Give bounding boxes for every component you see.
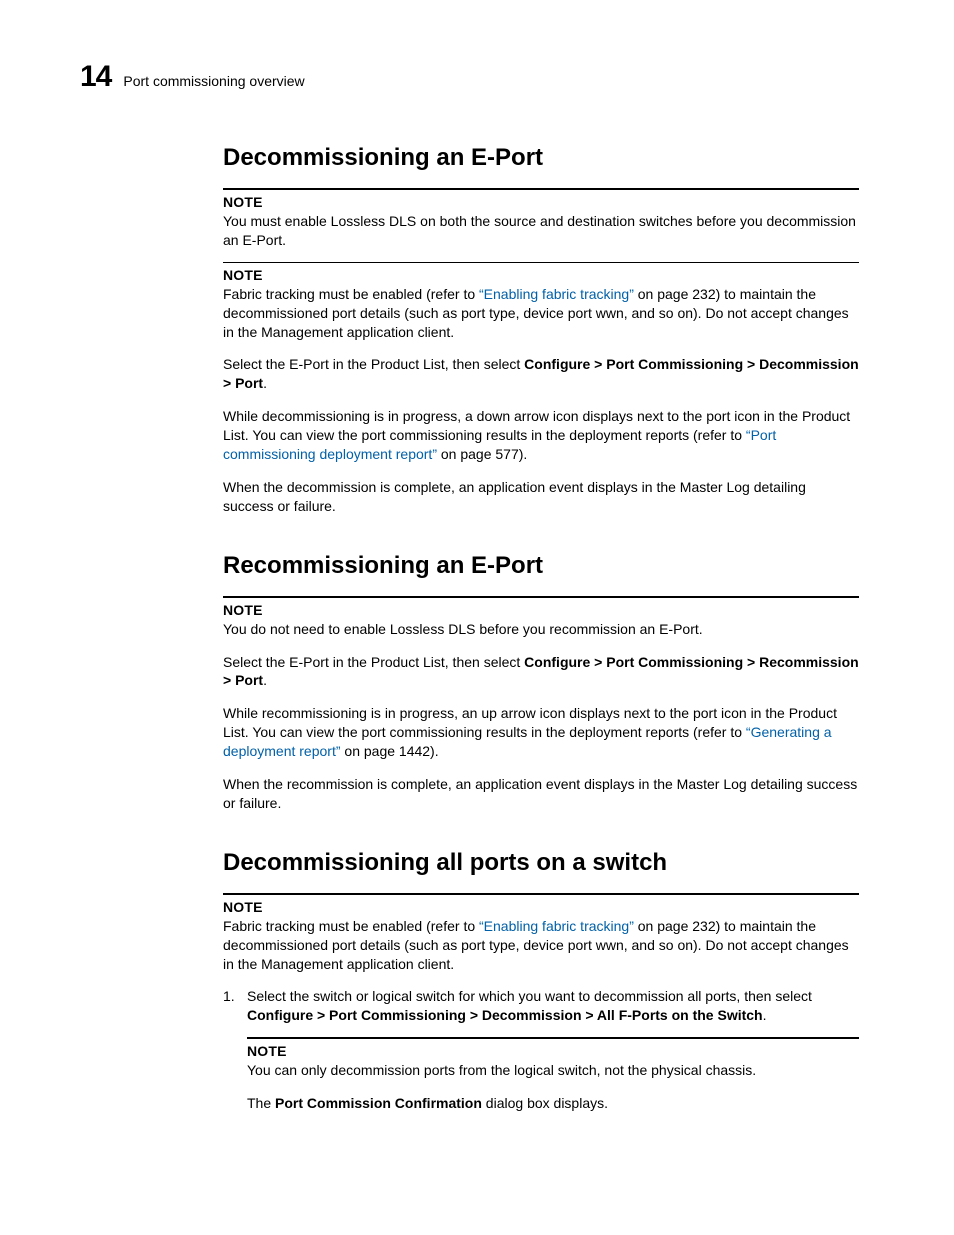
note-text: You can only decommission ports from the…	[247, 1061, 859, 1080]
note-text: You must enable Lossless DLS on both the…	[223, 212, 859, 250]
paragraph: When the recommission is complete, an ap…	[223, 775, 859, 813]
note-text: You do not need to enable Lossless DLS b…	[223, 620, 859, 639]
heading-recommissioning-eport: Recommissioning an E-Port	[223, 552, 859, 580]
list-item: 1. Select the switch or logical switch f…	[223, 987, 859, 1025]
text: Select the E-Port in the Product List, t…	[223, 356, 524, 372]
text: The	[247, 1095, 275, 1111]
nested-note: NOTE You can only decommission ports fro…	[247, 1037, 859, 1113]
note-block: NOTE Fabric tracking must be enabled (re…	[223, 262, 859, 342]
list-body: Select the switch or logical switch for …	[247, 987, 859, 1025]
text: While recommissioning is in progress, an…	[223, 705, 837, 740]
rule	[223, 596, 859, 598]
header-title: Port commissioning overview	[123, 73, 304, 89]
rule	[223, 188, 859, 190]
page: 14 Port commissioning overview Decommiss…	[0, 0, 954, 1235]
content-area: Decommissioning an E-Port NOTE You must …	[223, 144, 859, 1113]
text: dialog box displays.	[482, 1095, 608, 1111]
note-label: NOTE	[223, 899, 859, 915]
note-label: NOTE	[247, 1043, 859, 1059]
paragraph: Select the E-Port in the Product List, t…	[223, 653, 859, 691]
note-block: NOTE You do not need to enable Lossless …	[223, 596, 859, 639]
rule	[223, 893, 859, 895]
text: Fabric tracking must be enabled (refer t…	[223, 286, 479, 302]
text: .	[263, 672, 267, 688]
text: .	[763, 1007, 767, 1023]
note-text: Fabric tracking must be enabled (refer t…	[223, 917, 859, 974]
rule	[247, 1037, 859, 1039]
note-label: NOTE	[223, 267, 859, 283]
rule	[223, 262, 859, 263]
note-label: NOTE	[223, 602, 859, 618]
paragraph: Select the E-Port in the Product List, t…	[223, 355, 859, 393]
note-block: NOTE Fabric tracking must be enabled (re…	[223, 893, 859, 974]
text: .	[263, 375, 267, 391]
page-header: 14 Port commissioning overview	[80, 60, 864, 94]
paragraph: While recommissioning is in progress, an…	[223, 704, 859, 761]
heading-decommissioning-all-ports: Decommissioning all ports on a switch	[223, 849, 859, 877]
note-text: Fabric tracking must be enabled (refer t…	[223, 285, 859, 342]
paragraph: While decommissioning is in progress, a …	[223, 407, 859, 464]
heading-decommissioning-eport: Decommissioning an E-Port	[223, 144, 859, 172]
paragraph: When the decommission is complete, an ap…	[223, 478, 859, 516]
page-number: 14	[80, 60, 111, 94]
ordered-list: 1. Select the switch or logical switch f…	[223, 987, 859, 1113]
text: Select the switch or logical switch for …	[247, 988, 812, 1004]
paragraph: The Port Commission Confirmation dialog …	[247, 1094, 859, 1113]
list-number: 1.	[223, 987, 247, 1025]
note-label: NOTE	[223, 194, 859, 210]
menu-path: Configure > Port Commissioning > Decommi…	[247, 1007, 763, 1023]
link-enabling-fabric-tracking[interactable]: “Enabling fabric tracking”	[479, 918, 634, 934]
dialog-name: Port Commission Confirmation	[275, 1095, 482, 1111]
text: on page 577).	[437, 446, 527, 462]
link-enabling-fabric-tracking[interactable]: “Enabling fabric tracking”	[479, 286, 634, 302]
text: Select the E-Port in the Product List, t…	[223, 654, 524, 670]
note-block: NOTE You must enable Lossless DLS on bot…	[223, 188, 859, 250]
text: Fabric tracking must be enabled (refer t…	[223, 918, 479, 934]
text: on page 1442).	[341, 743, 439, 759]
